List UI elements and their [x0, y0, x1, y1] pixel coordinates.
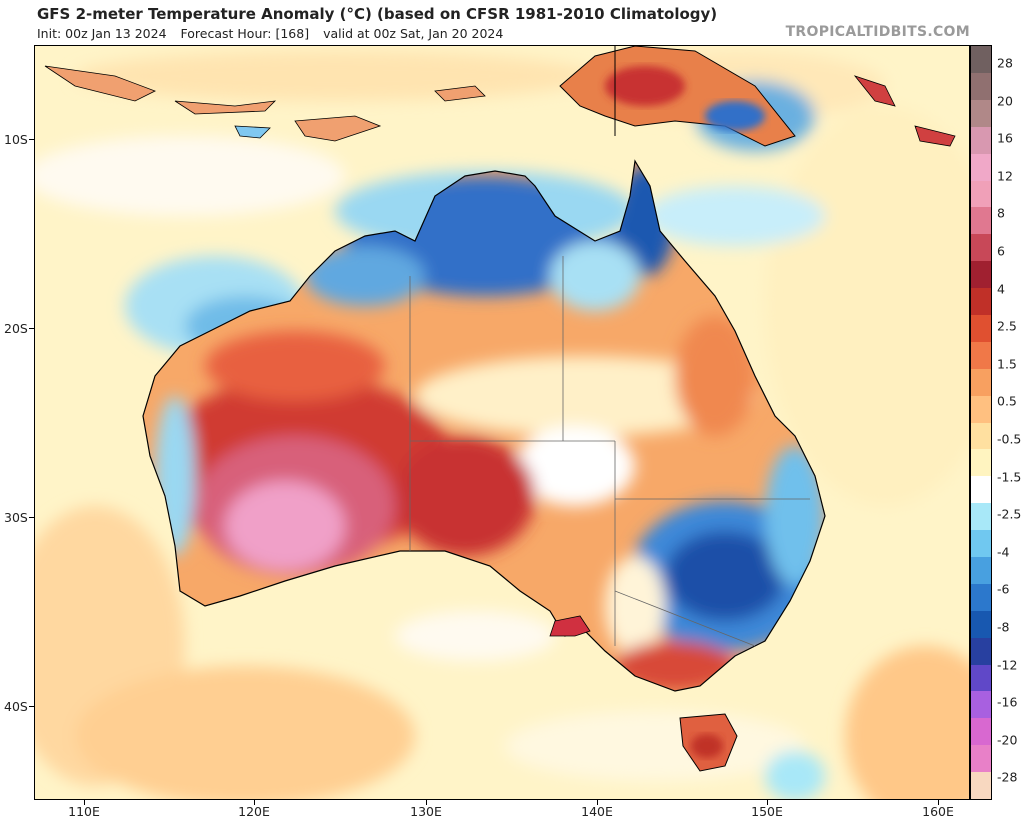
- lat-label: 40S: [4, 699, 28, 714]
- colorbar-swatch: [971, 153, 991, 181]
- colorbar-label: -20: [997, 732, 1018, 748]
- lat-label: 20S: [4, 321, 28, 336]
- colorbar-swatch: [971, 610, 991, 638]
- lon-label: 130E: [410, 804, 442, 819]
- lon-label: 110E: [68, 804, 100, 819]
- colorbar-swatch: [971, 583, 991, 611]
- colorbar-swatch: [971, 664, 991, 692]
- anomaly-field: [35, 46, 969, 799]
- lon-tick: [938, 800, 939, 805]
- colorbar: [970, 45, 992, 800]
- indonesia-islands: [44, 65, 956, 147]
- colorbar-swatch: [971, 530, 991, 557]
- lon-label: 150E: [751, 804, 783, 819]
- lat-tick: [29, 328, 34, 329]
- colorbar-label: 20: [997, 93, 1013, 109]
- colorbar-swatch: [971, 556, 991, 584]
- lat-tick: [29, 517, 34, 518]
- new-guinea: [559, 46, 796, 147]
- colorbar-label: -6: [997, 581, 1010, 597]
- map-title: GFS 2-meter Temperature Anomaly (°C) (ba…: [37, 5, 718, 23]
- colorbar-swatch: [971, 341, 991, 369]
- colorbar-label: 4: [997, 281, 1005, 297]
- colorbar-swatch: [971, 718, 991, 746]
- colorbar-label: 6: [997, 243, 1005, 259]
- lat-label: 10S: [4, 132, 28, 147]
- colorbar-swatch: [971, 691, 991, 719]
- lon-label: 160E: [922, 804, 954, 819]
- anomaly-map: [34, 45, 970, 800]
- map-subtitle: Init: 00z Jan 13 2024 Forecast Hour: [16…: [37, 26, 513, 41]
- colorbar-swatch: [971, 395, 991, 423]
- colorbar-swatch: [971, 180, 991, 208]
- tasmania: [679, 713, 738, 772]
- lon-tick: [597, 800, 598, 805]
- lon-tick: [426, 800, 427, 805]
- colorbar-label: 1.5: [997, 356, 1017, 372]
- colorbar-label: -4: [997, 544, 1010, 560]
- lon-label: 120E: [238, 804, 270, 819]
- colorbar-swatch: [971, 449, 991, 477]
- lon-label: 140E: [581, 804, 613, 819]
- colorbar-swatch: [971, 126, 991, 154]
- colorbar-swatch: [971, 207, 991, 235]
- lat-tick: [29, 139, 34, 140]
- site-credit: TROPICALTIDBITS.COM: [785, 24, 970, 40]
- colorbar-label: 8: [997, 205, 1005, 221]
- state-borders: [409, 256, 810, 647]
- colorbar-label: -8: [997, 619, 1010, 635]
- colorbar-swatch: [971, 288, 991, 315]
- lon-tick: [254, 800, 255, 805]
- lon-tick: [84, 800, 85, 805]
- colorbar-swatch: [971, 772, 991, 799]
- colorbar-swatch: [971, 503, 991, 531]
- lat-tick: [29, 706, 34, 707]
- init-time: Init: 00z Jan 13 2024: [37, 26, 167, 41]
- colorbar-label: 12: [997, 168, 1013, 184]
- colorbar-swatch: [971, 637, 991, 665]
- australia-coastline: [142, 159, 826, 692]
- colorbar-swatch: [971, 745, 991, 773]
- valid-time: valid at 00z Sat, Jan 20 2024: [323, 26, 504, 41]
- colorbar-swatch: [971, 72, 991, 100]
- colorbar-swatch: [971, 99, 991, 127]
- colorbar-swatch: [971, 314, 991, 342]
- colorbar-swatch: [971, 234, 991, 262]
- ocean-anomaly-patches: [35, 51, 969, 799]
- colorbar-label: 16: [997, 130, 1013, 146]
- colorbar-label: 28: [997, 55, 1013, 71]
- colorbar-label: -16: [997, 694, 1018, 710]
- colorbar-label: 0.5: [997, 393, 1017, 409]
- colorbar-swatch: [971, 476, 991, 504]
- colorbar-swatch: [971, 46, 991, 73]
- colorbar-swatch: [971, 422, 991, 450]
- forecast-hour: Forecast Hour: [168]: [180, 26, 310, 41]
- lon-tick: [767, 800, 768, 805]
- colorbar-label: -1.5: [997, 469, 1022, 485]
- lat-label: 30S: [4, 510, 28, 525]
- colorbar-label: 2.5: [997, 318, 1017, 334]
- colorbar-label: -28: [997, 769, 1018, 785]
- colorbar-swatch: [971, 368, 991, 396]
- colorbar-swatch: [971, 261, 991, 289]
- colorbar-label: -2.5: [997, 506, 1022, 522]
- colorbar-label: -0.5: [997, 431, 1022, 447]
- kangaroo-island: [549, 615, 591, 637]
- colorbar-label: -12: [997, 657, 1018, 673]
